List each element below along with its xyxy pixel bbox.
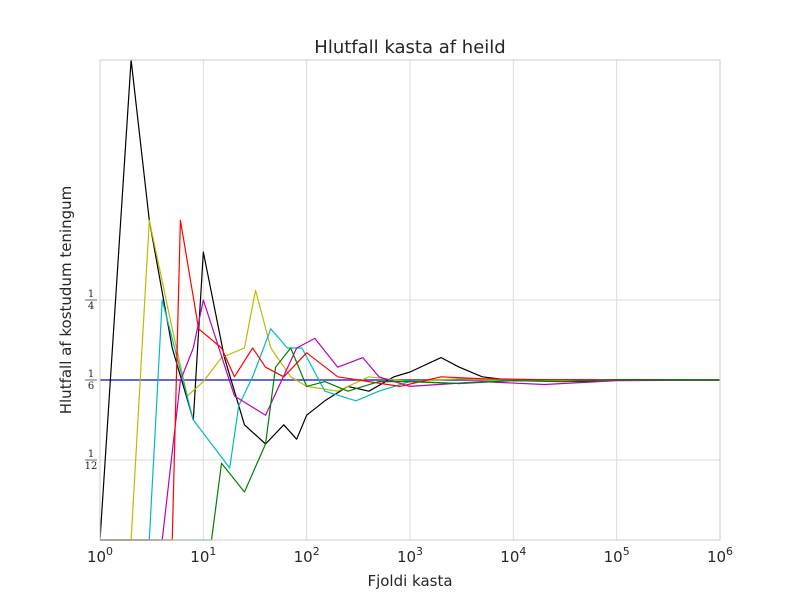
x-tick-base: 10 bbox=[190, 548, 209, 566]
series-layer bbox=[99, 59, 721, 541]
x-tick-exponent: 3 bbox=[416, 545, 423, 558]
series-line-5 bbox=[100, 219, 721, 541]
x-tick-label: 102 bbox=[294, 545, 320, 566]
x-tick-label: 101 bbox=[190, 545, 216, 566]
x-tick-exponent: 4 bbox=[519, 545, 526, 558]
series-line-2 bbox=[100, 219, 721, 541]
x-tick-label: 100 bbox=[87, 545, 113, 566]
x-tick-labels: 100 101 102 103 104 105 106 bbox=[87, 545, 733, 566]
x-tick-base: 10 bbox=[500, 548, 519, 566]
x-tick-exponent: 1 bbox=[209, 545, 216, 558]
x-tick-exponent: 6 bbox=[726, 545, 733, 558]
chart-title: Hlutfall kasta af heild bbox=[314, 37, 505, 58]
y-tick-denominator: 12 bbox=[85, 461, 98, 472]
x-tick-base: 10 bbox=[397, 548, 416, 566]
x-tick-exponent: 5 bbox=[623, 545, 630, 558]
y-axis-label: Hlutfall af kostudum teningum bbox=[57, 186, 75, 415]
x-tick-label: 104 bbox=[500, 545, 526, 566]
x-tick-base: 10 bbox=[87, 548, 106, 566]
x-axis-label: Fjoldi kasta bbox=[367, 572, 452, 590]
grid-lines bbox=[99, 60, 721, 540]
series-line-6 bbox=[100, 347, 721, 541]
series-line-4 bbox=[100, 299, 721, 541]
y-tick-denominator: 6 bbox=[88, 381, 94, 392]
y-tick-numerator: 1 bbox=[88, 369, 94, 380]
x-tick-label: 105 bbox=[604, 545, 630, 566]
y-tick-label: 16 bbox=[85, 369, 97, 392]
x-tick-exponent: 0 bbox=[106, 545, 113, 558]
x-tick-label: 103 bbox=[397, 545, 423, 566]
x-tick-base: 10 bbox=[707, 548, 726, 566]
x-tick-label: 106 bbox=[707, 545, 733, 566]
x-tick-base: 10 bbox=[294, 548, 313, 566]
y-tick-numerator: 1 bbox=[88, 289, 94, 300]
x-tick-exponent: 2 bbox=[313, 545, 320, 558]
y-tick-label: 14 bbox=[85, 289, 97, 312]
x-tick-base: 10 bbox=[604, 548, 623, 566]
y-tick-numerator: 1 bbox=[88, 449, 94, 460]
plot-frame bbox=[99, 59, 721, 541]
y-tick-label: 112 bbox=[85, 449, 98, 472]
y-tick-denominator: 4 bbox=[88, 301, 94, 312]
